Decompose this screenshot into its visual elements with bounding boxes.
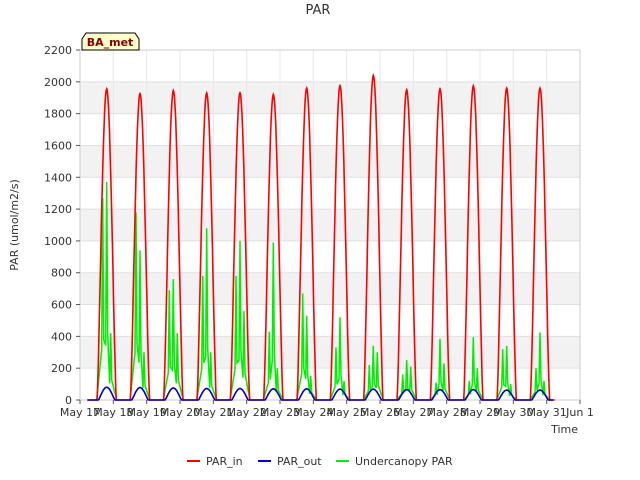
legend-label-par-in: PAR_in bbox=[206, 455, 243, 468]
par-in-peak-3 bbox=[205, 92, 208, 94]
undercanopy-day-7 bbox=[329, 317, 351, 401]
x-tick-label-13: May 30 bbox=[493, 406, 533, 419]
par-out-peak-7 bbox=[339, 388, 341, 390]
x-tick-label-3: May 20 bbox=[160, 406, 200, 419]
legend: PAR_in PAR_out Undercanopy PAR bbox=[187, 455, 453, 468]
x-tick-label-10: May 27 bbox=[393, 406, 433, 419]
legend-label-undercanopy-par: Undercanopy PAR bbox=[355, 455, 453, 468]
y-tick-label-0: 0 bbox=[65, 394, 72, 407]
par-out-peak-2 bbox=[172, 387, 175, 389]
station-label: BA_met bbox=[87, 36, 134, 49]
par-in-peak-0 bbox=[105, 88, 108, 90]
undercanopy-day-10 bbox=[429, 338, 451, 401]
y-axis-ticks: 0 200 400 600 800 1000 1200 1400 1600 1800 2000 220… bbox=[44, 44, 80, 407]
x-tick-label-4: May 21 bbox=[193, 406, 233, 419]
par-out-peak-12 bbox=[505, 389, 508, 391]
y-axis-label: PAR (umol/m2/s) bbox=[8, 179, 21, 271]
y-tick-label-8: 1600 bbox=[44, 139, 72, 152]
undercanopy-day-8 bbox=[362, 345, 385, 401]
undercanopy-day-12 bbox=[496, 345, 518, 401]
par-in-peak-10 bbox=[439, 88, 441, 90]
undercanopy-day-1 bbox=[129, 212, 151, 401]
par-in-peak-5 bbox=[272, 93, 275, 96]
par-out-peak-10 bbox=[439, 388, 441, 391]
par-in-peak-7 bbox=[339, 84, 341, 87]
y-tick-label-1: 200 bbox=[51, 362, 72, 375]
band-3 bbox=[80, 272, 580, 305]
y-tick-label-5: 1000 bbox=[44, 235, 72, 248]
band-1 bbox=[80, 336, 580, 369]
band-9 bbox=[80, 81, 580, 114]
data-series bbox=[87, 73, 555, 401]
par-out-peak-8 bbox=[372, 388, 375, 390]
undercanopy-day-6 bbox=[295, 293, 318, 401]
par-in-peak-13 bbox=[539, 87, 541, 89]
plot-bands bbox=[80, 81, 580, 369]
par-out-peak-1 bbox=[139, 386, 141, 389]
par-out-peak-4 bbox=[239, 387, 241, 390]
undercanopy-day-0 bbox=[95, 181, 118, 401]
station-badge: BA_met bbox=[81, 32, 140, 51]
x-tick-label-8: May 25 bbox=[327, 406, 367, 419]
x-tick-label-11: May 28 bbox=[427, 406, 467, 419]
x-axis-label: Time bbox=[550, 423, 578, 436]
undercanopy-day-9 bbox=[396, 360, 418, 401]
undercanopy-day-2 bbox=[162, 279, 185, 401]
par-in-peak-2 bbox=[172, 89, 175, 92]
undercanopy-day-4 bbox=[229, 240, 251, 401]
chart-title: PAR bbox=[306, 3, 331, 18]
par-in-peak-9 bbox=[405, 88, 408, 91]
par-out-peak-9 bbox=[405, 388, 408, 391]
undercanopy-day-11 bbox=[462, 337, 484, 401]
par-in-peak-1 bbox=[139, 92, 141, 95]
par-in-peak-12 bbox=[505, 87, 508, 89]
band-7 bbox=[80, 145, 580, 178]
par-in-peak-4 bbox=[239, 92, 241, 94]
x-tick-label-7: May 24 bbox=[293, 406, 333, 419]
y-tick-label-2: 400 bbox=[51, 330, 72, 343]
undercanopy-day-5 bbox=[262, 242, 284, 401]
x-tick-label-15: Jun 1 bbox=[565, 406, 594, 419]
par-in-peak-11 bbox=[472, 84, 475, 87]
par-out-peak-6 bbox=[305, 388, 308, 390]
x-tick-label-1: May 18 bbox=[93, 406, 133, 419]
series-par-out-line bbox=[88, 386, 554, 401]
par-out-peak-3 bbox=[205, 387, 208, 390]
y-tick-label-6: 1200 bbox=[44, 203, 72, 216]
par-out-peak-0 bbox=[105, 386, 108, 389]
x-tick-label-0: May 17 bbox=[60, 406, 100, 419]
y-tick-label-11: 2200 bbox=[44, 44, 72, 57]
par-out-peak-5 bbox=[272, 388, 275, 390]
par-out-peak-11 bbox=[472, 388, 475, 391]
x-tick-label-14: May 31 bbox=[527, 406, 567, 419]
par-in-peak-6 bbox=[305, 87, 308, 89]
undercanopy-day-13 bbox=[529, 332, 551, 401]
y-tick-label-7: 1400 bbox=[44, 171, 72, 184]
series-undercanopy-par bbox=[95, 181, 551, 401]
legend-label-par-out: PAR_out bbox=[277, 455, 322, 468]
y-tick-label-3: 600 bbox=[51, 299, 72, 312]
x-tick-label-5: May 22 bbox=[227, 406, 267, 419]
x-tick-label-6: May 23 bbox=[260, 406, 300, 419]
par-in-peak-8 bbox=[372, 74, 375, 77]
band-5 bbox=[80, 209, 580, 241]
par-out-peak-13 bbox=[539, 389, 541, 391]
y-tick-label-10: 2000 bbox=[44, 76, 72, 89]
y-tick-label-9: 1800 bbox=[44, 108, 72, 121]
x-tick-label-9: May 26 bbox=[360, 406, 400, 419]
y-tick-label-4: 800 bbox=[51, 267, 72, 280]
x-tick-label-12: May 29 bbox=[460, 406, 500, 419]
undercanopy-day-3 bbox=[195, 228, 218, 401]
x-tick-label-2: May 19 bbox=[127, 406, 167, 419]
